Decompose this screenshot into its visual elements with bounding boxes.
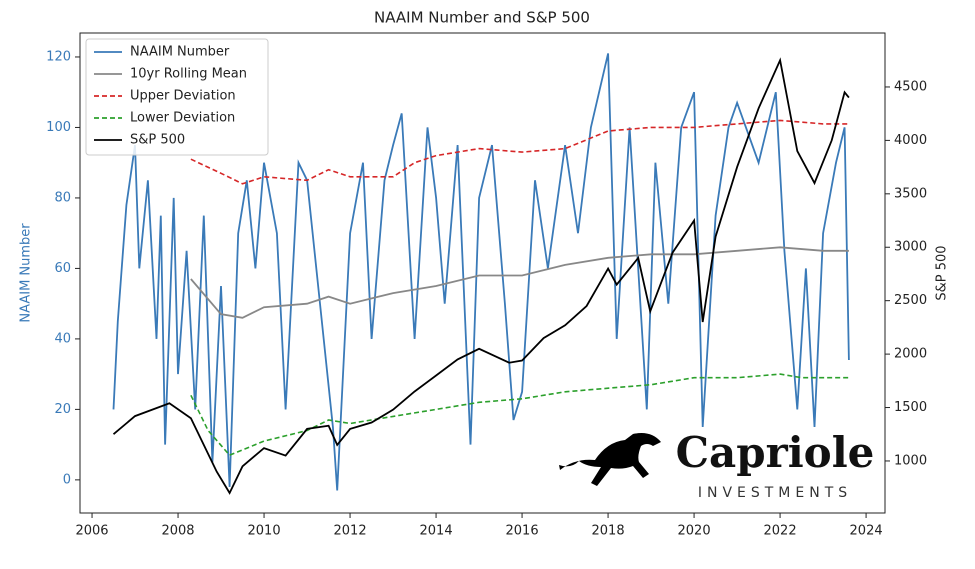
y2-tick-label: 3500 [894,186,927,201]
chart-title: NAAIM Number and S&P 500 [374,9,590,27]
y2-tick-label: 3000 [894,240,927,255]
x-tick-label: 2006 [75,524,108,539]
y-tick-label: 0 [63,472,71,487]
legend-label: NAAIM Number [130,45,230,60]
y2-tick-label: 2500 [894,293,927,308]
legend: NAAIM Number 10yr Rolling Mean Upper Devia… [85,38,269,156]
plot-frame [79,32,886,514]
y-axis-label: NAAIM Number [19,223,34,323]
legend-box [85,38,269,156]
series-line [190,373,849,457]
logo-name: Capriole [676,428,875,477]
y2-tick-label: 2000 [894,347,927,362]
x-tick-label: 2008 [161,524,194,539]
legend-label: Lower Deviation [130,111,235,126]
y-tick-label: 20 [54,402,71,417]
legend-label: Upper Deviation [130,89,236,104]
y-tick-label: 120 [46,49,71,64]
x-tick-label: 2018 [592,524,625,539]
x-tick-label: 2020 [678,524,711,539]
x-tick-label: 2014 [420,524,453,539]
x-tick-label: 2016 [506,524,539,539]
x-tick-label: 2010 [248,524,281,539]
x-tick-label: 2022 [764,524,797,539]
y2-tick-label: 4500 [894,79,927,94]
legend-label: 10yr Rolling Mean [130,67,247,82]
y-tick-label: 60 [54,261,71,276]
series-line [190,246,849,319]
y2-tick-label: 1000 [894,453,927,468]
logo-horse [559,433,661,486]
logo: Capriole INVESTMENTS [559,428,874,501]
series-line [190,119,849,185]
x-tick-label: 2012 [334,524,367,539]
y2-tick-label: 1500 [894,400,927,415]
x-tick-label: 2024 [850,524,883,539]
y2-tick-label: 4000 [894,133,927,148]
logo-tagline: INVESTMENTS [698,485,852,501]
y2-axis-label: S&P 500 [935,245,950,300]
series-line [112,53,850,491]
series-line [112,57,850,495]
y-tick-label: 40 [54,331,71,346]
legend-label: S&P 500 [130,133,185,148]
y-tick-label: 80 [54,190,71,205]
y-tick-label: 100 [46,120,71,135]
